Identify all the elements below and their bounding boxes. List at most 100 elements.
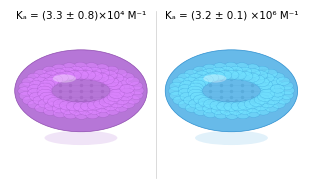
Circle shape — [253, 71, 268, 80]
Circle shape — [52, 104, 67, 113]
Circle shape — [19, 92, 33, 100]
Circle shape — [260, 74, 274, 82]
Circle shape — [22, 77, 35, 86]
Circle shape — [118, 92, 133, 101]
Circle shape — [75, 111, 88, 119]
Circle shape — [229, 106, 243, 115]
Circle shape — [214, 111, 228, 119]
Circle shape — [188, 89, 203, 98]
Circle shape — [260, 99, 274, 108]
Circle shape — [115, 96, 129, 105]
Circle shape — [180, 92, 194, 101]
Circle shape — [38, 99, 52, 108]
Circle shape — [236, 110, 250, 119]
Circle shape — [172, 77, 186, 86]
Circle shape — [178, 88, 192, 97]
Circle shape — [193, 67, 206, 75]
Circle shape — [44, 71, 58, 80]
Circle shape — [45, 102, 59, 111]
Circle shape — [95, 64, 109, 72]
Circle shape — [189, 99, 203, 108]
Ellipse shape — [203, 74, 226, 83]
Circle shape — [185, 104, 199, 112]
Circle shape — [105, 66, 118, 74]
Circle shape — [35, 104, 48, 112]
Circle shape — [110, 86, 125, 95]
Circle shape — [280, 91, 294, 99]
Circle shape — [34, 70, 47, 78]
Circle shape — [183, 96, 198, 105]
Circle shape — [219, 66, 234, 75]
Circle shape — [280, 82, 293, 90]
Circle shape — [231, 101, 246, 111]
Circle shape — [254, 102, 268, 111]
Circle shape — [114, 69, 127, 77]
Circle shape — [210, 71, 225, 81]
Circle shape — [33, 96, 47, 105]
Circle shape — [204, 73, 219, 82]
Circle shape — [129, 91, 143, 99]
Circle shape — [211, 67, 225, 76]
Circle shape — [38, 83, 53, 92]
Circle shape — [114, 104, 128, 112]
Circle shape — [94, 99, 109, 108]
Circle shape — [272, 100, 285, 108]
Circle shape — [107, 80, 122, 89]
Circle shape — [48, 75, 63, 84]
Circle shape — [52, 64, 66, 73]
Circle shape — [225, 111, 239, 119]
Circle shape — [204, 109, 217, 118]
Circle shape — [73, 102, 89, 111]
Ellipse shape — [45, 131, 117, 145]
Circle shape — [22, 96, 36, 105]
Circle shape — [95, 69, 110, 77]
Circle shape — [103, 102, 118, 111]
Circle shape — [224, 70, 239, 80]
Circle shape — [202, 69, 217, 77]
Circle shape — [277, 96, 290, 104]
Circle shape — [237, 67, 252, 76]
Circle shape — [231, 71, 246, 80]
Circle shape — [33, 77, 47, 86]
Circle shape — [244, 99, 259, 108]
Circle shape — [60, 67, 74, 76]
Circle shape — [246, 104, 261, 113]
Circle shape — [190, 92, 205, 101]
Circle shape — [203, 64, 216, 73]
Circle shape — [96, 104, 110, 113]
Circle shape — [18, 87, 31, 95]
Circle shape — [257, 80, 273, 89]
Circle shape — [53, 99, 68, 108]
Circle shape — [69, 106, 84, 115]
Circle shape — [66, 101, 81, 111]
Circle shape — [94, 73, 109, 82]
Circle shape — [198, 97, 213, 107]
Circle shape — [19, 82, 32, 91]
Circle shape — [195, 71, 209, 80]
Circle shape — [80, 101, 95, 111]
Circle shape — [269, 92, 283, 101]
Circle shape — [115, 77, 129, 86]
Circle shape — [127, 96, 140, 104]
Circle shape — [78, 66, 92, 75]
Circle shape — [53, 73, 68, 82]
Circle shape — [246, 69, 260, 77]
Circle shape — [281, 86, 295, 95]
Circle shape — [257, 107, 270, 115]
Circle shape — [256, 66, 269, 74]
Ellipse shape — [195, 131, 268, 145]
Circle shape — [129, 82, 143, 90]
Circle shape — [203, 104, 217, 113]
Circle shape — [87, 101, 102, 110]
Circle shape — [184, 70, 198, 78]
Circle shape — [87, 71, 102, 81]
Circle shape — [246, 64, 259, 72]
Circle shape — [177, 73, 191, 82]
Circle shape — [260, 89, 275, 98]
Circle shape — [165, 50, 298, 132]
Circle shape — [168, 87, 182, 95]
Circle shape — [88, 105, 102, 114]
Circle shape — [109, 83, 124, 92]
Circle shape — [73, 62, 87, 70]
Circle shape — [15, 50, 147, 132]
